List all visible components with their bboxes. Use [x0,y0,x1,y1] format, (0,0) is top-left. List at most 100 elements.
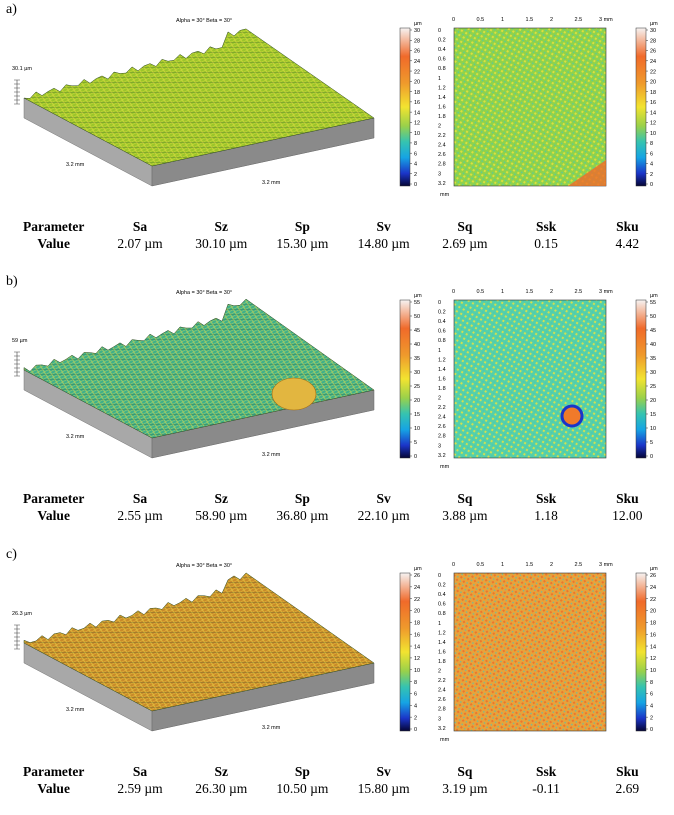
scale-tick-label: 2 [650,172,653,178]
table-value-cell: 15.30 µm [276,235,329,251]
scale-tick-label: 20 [414,609,420,615]
table-header-cell: Ssk [535,763,557,779]
map-y-tick-label: 1.8 [438,114,446,120]
scale-tick-label: 4 [414,162,417,168]
scale-tick-label: 10 [650,131,656,137]
scale-tick-label: 26 [650,49,656,55]
scale-tick-label: 20 [650,80,656,86]
map-y-tick-label: 1.4 [438,640,446,646]
scale-tick-label: 2 [414,715,417,721]
isometric-surface-view: Alpha = 30° Beta = 30° 59 µm 3.2 mm 3.2 mm [12,290,375,459]
scale-unit: µm [414,21,422,27]
scale-tick-label: 18 [650,90,656,96]
axis-length-label-right: 3.2 mm [262,725,281,731]
scale-tick-label: 30 [650,370,656,376]
height-map-area [453,27,607,187]
table-header-cell: Sku [616,763,639,779]
map-x-tick-label: 2 [550,289,553,295]
table-header-cell: Sa [132,490,148,506]
scale-tick-label: 15 [650,412,656,418]
scale-tick-label: 24 [650,585,656,591]
map-y-tick-label: 2.4 [438,143,446,149]
scale-tick-label: 20 [414,80,420,86]
axis-length-label-left: 3.2 mm [66,162,85,168]
scale-tick-label: 16 [414,100,420,106]
map-y-tick-label: 0.4 [438,47,446,53]
view-angles-label: Alpha = 30° Beta = 30° [176,290,232,296]
map-x-tick-label: 2.5 [575,562,583,568]
scale-tick-label: 50 [650,314,656,320]
scale-unit: µm [414,293,422,299]
map-x-tick-label: 1.5 [526,562,534,568]
map-y-tick-label: 1 [438,348,441,354]
scale-tick-label: 18 [414,621,420,627]
rough-surface-mesh [23,28,375,167]
view-angles-label: Alpha = 30° Beta = 30° [176,563,232,569]
map-y-tick-label: 0.8 [438,338,446,344]
map-y-tick-label: 2.2 [438,405,446,411]
table-header-cell: Sq [457,490,473,506]
map-x-tick-label: 1.5 [526,289,534,295]
map-y-tick-label: 0.2 [438,310,446,316]
table-header-cell: Ssk [535,218,557,234]
map-y-tick-label: 2.8 [438,162,446,168]
map-x-tick-label: 1 [501,289,504,295]
scale-tick-label: 16 [650,632,656,638]
scale-tick-label: 0 [650,182,653,188]
scale-unit: µm [650,566,658,572]
map-y-tick-label: 2.4 [438,688,446,694]
table-header-cell: Sq [457,218,473,234]
table-value-cell: 2.55 µm [117,507,163,523]
scale-unit: µm [414,566,422,572]
map-y-tick-label: 1.8 [438,386,446,392]
map-y-tick-label: 1.6 [438,104,446,110]
scale-tick-label: 22 [650,69,656,75]
table-header-cell: Sku [616,218,639,234]
table-value-cell: -0.11 [532,780,560,796]
scale-tick-label: 22 [414,597,420,603]
isometric-surface-view: Alpha = 30° Beta = 30° 30.1 µm 3.2 mm 3.2 m… [12,18,375,187]
scale-tick-label: 18 [650,621,656,627]
scale-tick-label: 40 [650,342,656,348]
map-y-tick-label: 2 [438,669,441,675]
scale-tick-label: 8 [650,141,653,147]
table-header-cell: Sp [294,490,310,506]
map-y-tick-label: 0.4 [438,592,446,598]
scale-tick-label: 30 [414,370,420,376]
map-y-tick-label: 2.6 [438,424,446,430]
map-y-tick-label: 1.2 [438,85,446,91]
scale-tick-label: 18 [414,90,420,96]
view-angles-label: Alpha = 30° Beta = 30° [176,18,232,24]
map-y-tick-label: 1.8 [438,659,446,665]
table-header-cell: Sz [214,218,228,234]
map-y-tick-label: 3 [438,171,441,177]
table-header-cell: Sz [214,763,228,779]
figure-panel: b) Alpha = 30° Beta = 30° 59 µm 3.2 mm 3.2 m… [0,272,674,542]
scale-tick-label: 55 [650,300,656,306]
table-row-label: Value [37,507,70,523]
table-header-cell: Parameter [22,218,85,234]
roughness-parameter-table: Parameter Sa Sz Sp Sv Sq Ssk Sku Value 2.07 µm 30.… [8,218,668,252]
scale-tick-label: 10 [414,131,420,137]
scale-tick-label: 10 [414,668,420,674]
scale-tick-label: 12 [650,121,656,127]
scale-tick-label: 8 [414,141,417,147]
scale-tick-label: 50 [414,314,420,320]
table-value-cell: 22.10 µm [357,507,410,523]
figure-panel: c) Alpha = 30° Beta = 30° 26.3 µm 3.2 mm 3.2… [0,545,674,815]
table-value-cell: 30.10 µm [195,235,248,251]
scale-tick-label: 22 [650,597,656,603]
map-y-tick-label: 0 [438,28,441,34]
table-value-cell: 26.30 µm [195,780,248,796]
map-x-tick-label: 2.5 [575,289,583,295]
map-y-tick-label: 1.6 [438,649,446,655]
map-x-tick-label: 1 [501,562,504,568]
table-value-cell: 36.80 µm [276,507,329,523]
height-map-area [453,572,607,732]
scale-tick-label: 55 [414,300,420,306]
map-x-tick-label: 3 mm [599,289,613,295]
table-header-cell: Sku [616,490,639,506]
map-y-tick-label: 0 [438,573,441,579]
table-value-cell: 15.80 µm [357,780,410,796]
table-value-cell: 2.59 µm [117,780,163,796]
